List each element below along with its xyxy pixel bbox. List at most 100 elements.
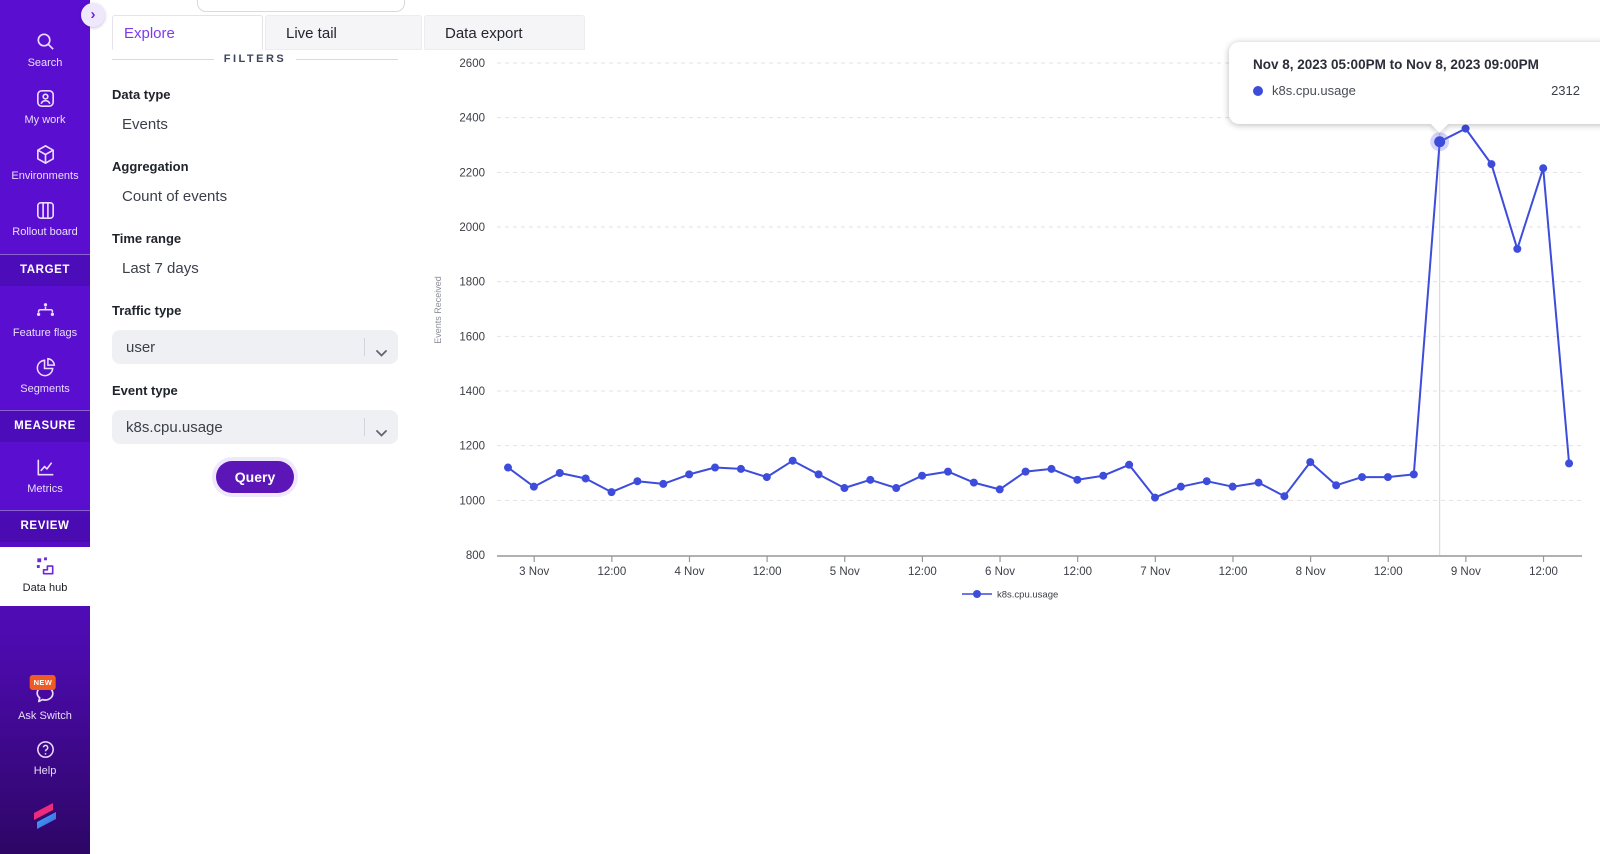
data-point[interactable] xyxy=(529,482,538,491)
x-tick-label: 8 Nov xyxy=(1296,566,1326,578)
sidebar-item-feature-flags[interactable]: Feature flags xyxy=(0,300,90,339)
x-tick-label: 12:00 xyxy=(1529,566,1558,578)
data-point[interactable] xyxy=(1383,473,1392,482)
sidebar-item-data-hub[interactable]: Data hub xyxy=(0,547,90,606)
data-point[interactable] xyxy=(633,477,642,486)
y-tick-label: 1600 xyxy=(459,331,485,343)
legend-dot-icon xyxy=(973,590,981,598)
tab-bar: Explore Live tail Data export xyxy=(112,15,587,50)
cube-icon xyxy=(34,143,57,166)
data-point[interactable] xyxy=(788,456,797,465)
data-point[interactable] xyxy=(1539,164,1548,173)
data-point[interactable] xyxy=(1021,467,1030,476)
event-type-label: Event type xyxy=(112,383,178,398)
chevron-down-icon xyxy=(376,424,387,441)
sidebar-item-label: Metrics xyxy=(27,483,63,495)
sidebar-item-ask-switch[interactable]: NEW Ask Switch xyxy=(0,675,90,722)
data-point[interactable] xyxy=(1176,482,1185,491)
data-point[interactable] xyxy=(1306,458,1315,467)
data-point[interactable] xyxy=(969,478,978,487)
data-point[interactable] xyxy=(685,470,694,479)
x-tick-label: 12:00 xyxy=(908,566,937,578)
data-point[interactable] xyxy=(1202,477,1211,486)
y-tick-label: 2000 xyxy=(459,222,485,234)
data-point[interactable] xyxy=(866,475,875,484)
data-point[interactable] xyxy=(1125,460,1134,469)
data-point[interactable] xyxy=(555,469,564,477)
event-type-select[interactable]: k8s.cpu.usage xyxy=(112,410,398,444)
x-tick-label: 12:00 xyxy=(1374,566,1403,578)
data-point[interactable] xyxy=(840,484,849,493)
highlighted-data-point[interactable] xyxy=(1434,136,1446,148)
sidebar-item-environments[interactable]: Environments xyxy=(0,143,90,182)
sidebar-item-label: Segments xyxy=(20,383,70,395)
x-tick-label: 4 Nov xyxy=(674,566,704,578)
data-point[interactable] xyxy=(504,463,512,472)
data-point[interactable] xyxy=(1487,160,1496,169)
x-tick-label: 5 Nov xyxy=(830,566,860,578)
data-type-value: Events xyxy=(122,116,168,133)
tab-live-tail[interactable]: Live tail xyxy=(265,15,422,50)
sidebar-section-measure: MEASURE xyxy=(0,410,90,442)
data-point[interactable] xyxy=(1151,493,1159,502)
series-line[interactable] xyxy=(507,127,1571,499)
y-tick-label: 2200 xyxy=(459,167,485,179)
data-hub-icon xyxy=(34,555,57,578)
x-tick-label: 12:00 xyxy=(1219,566,1248,578)
data-point[interactable] xyxy=(1565,459,1574,468)
data-point[interactable] xyxy=(918,471,927,480)
sidebar-item-metrics[interactable]: Metrics xyxy=(0,456,90,495)
events-line-chart[interactable]: 800 1000 1200 1400 1600 1800 2000 2200 2400 2600 E… xyxy=(420,30,1600,620)
new-badge: NEW xyxy=(29,675,57,690)
data-point[interactable] xyxy=(1461,124,1470,133)
query-button[interactable]: Query xyxy=(215,461,295,493)
data-point[interactable] xyxy=(1409,470,1418,479)
sidebar-item-segments[interactable]: Segments xyxy=(0,356,90,395)
data-point[interactable] xyxy=(1254,478,1263,487)
legend-label[interactable]: k8s.cpu.usage xyxy=(997,590,1058,601)
data-point[interactable] xyxy=(1280,492,1289,501)
tab-data-export[interactable]: Data export xyxy=(424,15,585,50)
data-point[interactable] xyxy=(1047,464,1056,473)
tab-explore[interactable]: Explore xyxy=(112,15,263,50)
aggregation-label: Aggregation xyxy=(112,159,189,174)
data-point[interactable] xyxy=(607,488,616,497)
y-tick-label: 1000 xyxy=(459,495,485,507)
data-point[interactable] xyxy=(943,467,952,476)
traffic-type-select[interactable]: user xyxy=(112,330,398,364)
data-point[interactable] xyxy=(892,484,901,493)
tooltip-series-value: 2312 xyxy=(1551,83,1580,98)
data-point[interactable] xyxy=(711,463,720,472)
x-tick-label: 6 Nov xyxy=(985,566,1015,578)
data-point[interactable] xyxy=(659,479,668,488)
data-point[interactable] xyxy=(1358,473,1367,482)
tooltip-series-name: k8s.cpu.usage xyxy=(1272,83,1356,98)
sidebar-item-search[interactable]: Search xyxy=(0,30,90,69)
x-tick-label: 12:00 xyxy=(1063,566,1092,578)
sidebar: Search My work Environments Rollout boar… xyxy=(0,0,90,854)
search-icon xyxy=(34,30,57,53)
data-point[interactable] xyxy=(1099,471,1108,480)
sidebar-item-my-work[interactable]: My work xyxy=(0,87,90,126)
chevron-down-icon xyxy=(376,344,387,361)
sidebar-item-help[interactable]: Help xyxy=(0,738,90,777)
data-point[interactable] xyxy=(1228,482,1237,491)
x-tick-label: 7 Nov xyxy=(1140,566,1170,578)
data-point[interactable] xyxy=(1073,475,1082,484)
data-point[interactable] xyxy=(995,485,1004,494)
sidebar-item-rollout-board[interactable]: Rollout board xyxy=(0,199,90,238)
y-tick-label: 1800 xyxy=(459,277,485,289)
data-point[interactable] xyxy=(581,474,590,483)
top-cutoff-input[interactable] xyxy=(197,0,405,12)
data-point[interactable] xyxy=(1513,244,1522,253)
data-point[interactable] xyxy=(762,473,771,482)
app-logo[interactable] xyxy=(26,795,64,842)
question-icon xyxy=(34,738,57,761)
sidebar-item-label: Feature flags xyxy=(12,327,78,339)
x-tick-label: 9 Nov xyxy=(1451,566,1481,578)
data-point[interactable] xyxy=(814,470,823,479)
data-point[interactable] xyxy=(1332,481,1341,490)
sidebar-expand-button[interactable]: › xyxy=(81,3,105,27)
y-tick-label: 1200 xyxy=(459,441,485,453)
data-point[interactable] xyxy=(736,464,745,473)
